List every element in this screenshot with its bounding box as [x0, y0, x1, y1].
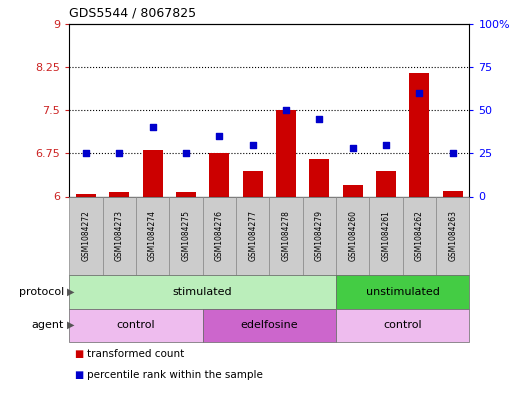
Bar [443, 191, 463, 196]
Text: GSM1084275: GSM1084275 [182, 210, 190, 261]
Bar [276, 110, 296, 196]
Text: stimulated: stimulated [173, 287, 232, 297]
Point [349, 145, 357, 151]
Point [115, 150, 124, 156]
Bar [176, 193, 196, 196]
Point [448, 150, 457, 156]
Text: GDS5544 / 8067825: GDS5544 / 8067825 [69, 7, 196, 20]
Point [282, 107, 290, 113]
Bar [143, 151, 163, 196]
Text: agent: agent [32, 320, 64, 330]
Bar [209, 153, 229, 196]
Text: ■: ■ [74, 349, 84, 359]
Bar [309, 159, 329, 196]
Point [82, 150, 90, 156]
Text: GSM1084274: GSM1084274 [148, 210, 157, 261]
Point [149, 124, 157, 130]
Point [315, 116, 323, 122]
Text: ▶: ▶ [67, 287, 74, 297]
Text: transformed count: transformed count [87, 349, 185, 359]
Point [416, 90, 424, 96]
Bar [376, 171, 396, 196]
Bar [409, 73, 429, 196]
Text: GSM1084272: GSM1084272 [82, 210, 90, 261]
Point [215, 133, 224, 139]
Text: ■: ■ [74, 370, 84, 380]
Text: GSM1084279: GSM1084279 [315, 210, 324, 261]
Point [248, 141, 256, 148]
Bar [343, 185, 363, 196]
Bar [243, 171, 263, 196]
Text: unstimulated: unstimulated [366, 287, 440, 297]
Bar [109, 192, 129, 196]
Text: edelfosine: edelfosine [241, 320, 298, 330]
Text: GSM1084261: GSM1084261 [382, 210, 390, 261]
Text: GSM1084260: GSM1084260 [348, 210, 357, 261]
Text: percentile rank within the sample: percentile rank within the sample [87, 370, 263, 380]
Text: protocol: protocol [19, 287, 64, 297]
Text: control: control [116, 320, 155, 330]
Text: ▶: ▶ [67, 320, 74, 330]
Bar [76, 194, 96, 196]
Text: GSM1084277: GSM1084277 [248, 210, 257, 261]
Point [382, 141, 390, 148]
Text: GSM1084276: GSM1084276 [215, 210, 224, 261]
Text: GSM1084262: GSM1084262 [415, 210, 424, 261]
Text: GSM1084273: GSM1084273 [115, 210, 124, 261]
Text: GSM1084263: GSM1084263 [448, 210, 457, 261]
Point [182, 150, 190, 156]
Text: GSM1084278: GSM1084278 [282, 210, 290, 261]
Text: control: control [383, 320, 422, 330]
